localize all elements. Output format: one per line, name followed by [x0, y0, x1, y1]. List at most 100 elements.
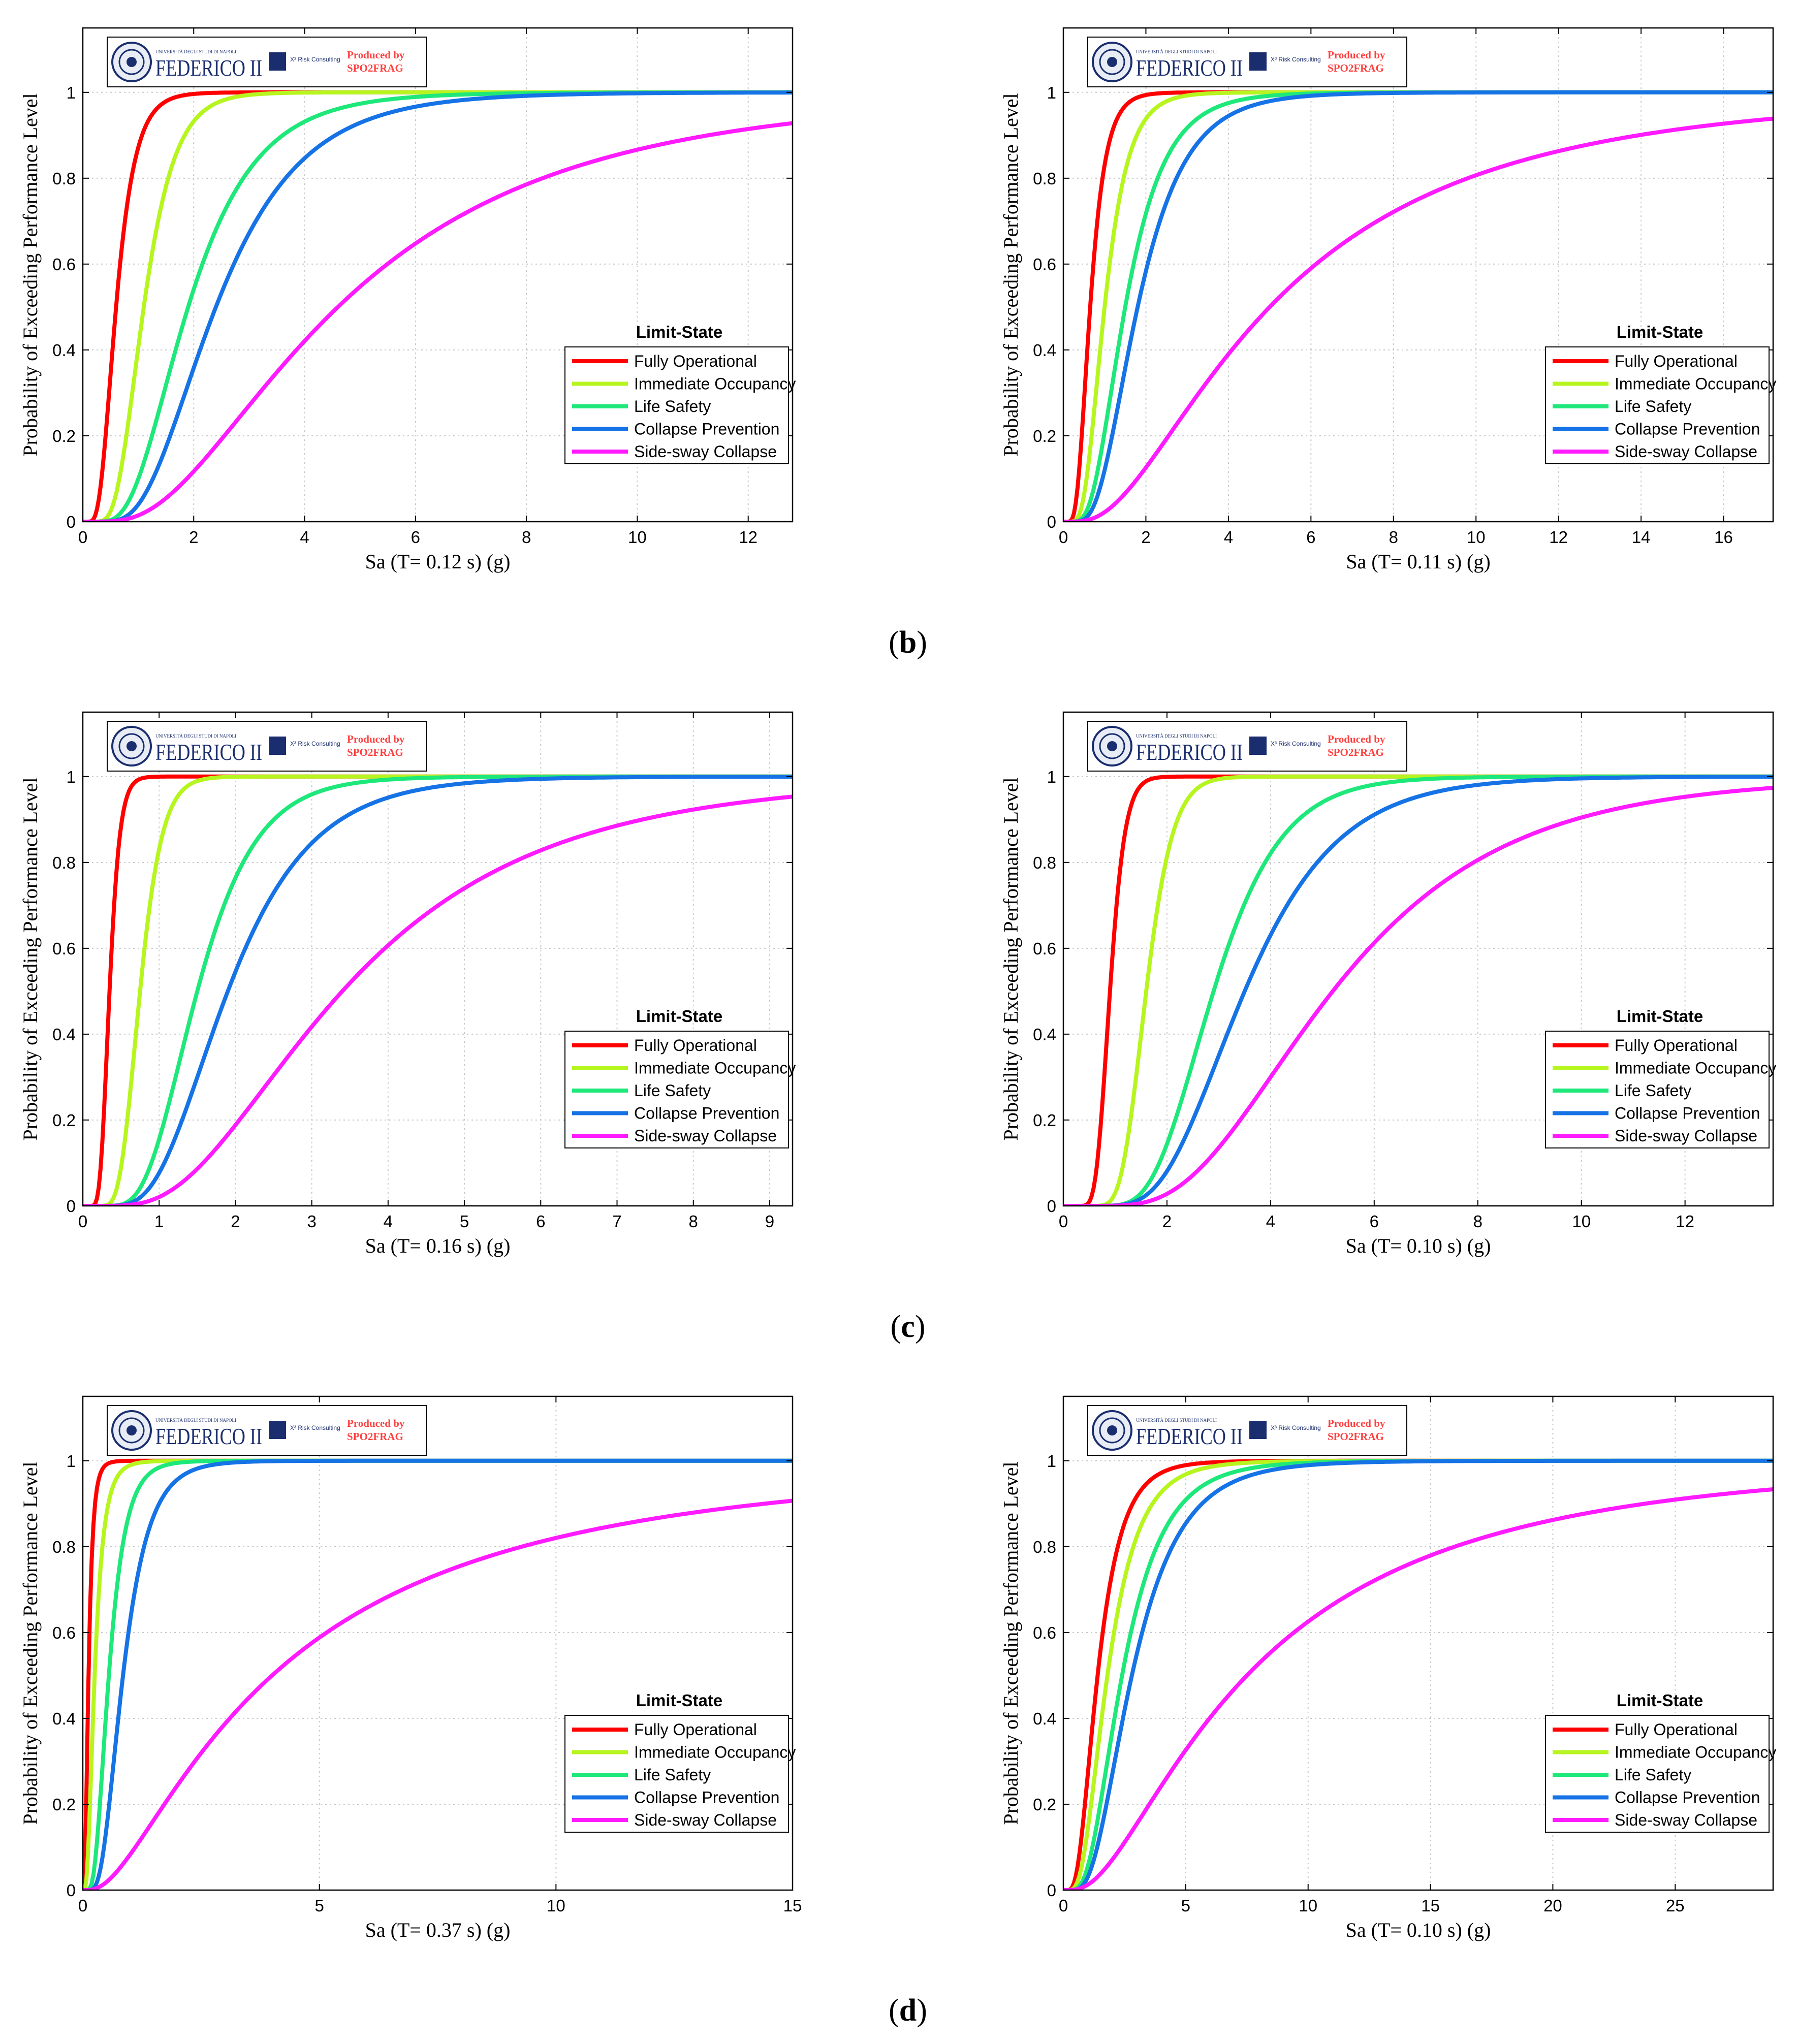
logo-tool-name: SPO2FRAG	[347, 62, 403, 74]
logo-banner: UNIVERSITÀ DEGLI STUDI DI NAPOLIFEDERICO…	[107, 721, 427, 772]
x-tick-label: 4	[300, 528, 309, 547]
y-tick-label: 0.4	[52, 1709, 76, 1728]
logo-frame	[107, 1405, 427, 1456]
x-tick-label: 4	[1224, 528, 1233, 547]
axes-frame	[1062, 711, 1774, 1207]
logo-banner: UNIVERSITÀ DEGLI STUDI DI NAPOLIFEDERICO…	[1087, 1405, 1407, 1456]
x-tick-label: 4	[384, 1212, 393, 1231]
axes-frame	[82, 711, 794, 1207]
logo-frame	[107, 721, 427, 772]
x-tick-label: 10	[1572, 1212, 1591, 1231]
y-axis-label: Probability of Exceeding Performance Lev…	[19, 1461, 42, 1825]
legend: Fully Operational Immediate Occupancy Life…	[1545, 1715, 1776, 1833]
legend-entry: Side-sway Collapse	[634, 442, 777, 461]
curve-side-sway-collapse	[83, 794, 793, 1206]
logo-partner: X³ Risk Consulting	[1271, 56, 1321, 63]
legend-entry: Life Safety	[1615, 397, 1691, 416]
logo-partner: X³ Risk Consulting	[290, 56, 340, 63]
y-tick-label: 0	[1047, 1197, 1056, 1216]
legend-title: Limit-State	[1617, 323, 1704, 341]
logo-partner: X³ Risk Consulting	[290, 1424, 340, 1431]
x-tick-label: 0	[78, 1896, 87, 1915]
x-tick-label: 5	[1181, 1896, 1190, 1915]
x-axis-label: Sa (T= 0.37 s) (g)	[365, 1919, 511, 1941]
x-tick-label: 9	[765, 1212, 774, 1231]
legend-entry: Collapse Prevention	[1615, 1788, 1760, 1807]
axes-frame	[82, 27, 794, 523]
x-tick-label: 4	[1266, 1212, 1275, 1231]
x-tick-label: 6	[1370, 1212, 1379, 1231]
legend: Fully Operational Immediate Occupancy Life…	[1545, 346, 1776, 464]
legend-entry: Life Safety	[634, 1766, 711, 1784]
logo-produced-by: Produced by	[1328, 733, 1385, 745]
x-tick-label: 2	[1162, 1212, 1172, 1231]
x-axis-label: Sa (T= 0.10 s) (g)	[1346, 1919, 1491, 1941]
logo-university-small: UNIVERSITÀ DEGLI STUDI DI NAPOLI	[155, 49, 236, 54]
y-tick-label: 0.4	[1033, 1709, 1056, 1728]
x-tick-label: 10	[628, 528, 647, 547]
curve-collapse-prevention	[1063, 90, 1773, 522]
y-tick-label: 1	[1047, 768, 1056, 786]
curve-side-sway-collapse	[83, 1498, 793, 1890]
y-tick-label: 0.2	[52, 1111, 76, 1130]
y-tick-label: 1	[67, 768, 76, 786]
y-axis-label: Probability of Exceeding Performance Lev…	[999, 93, 1022, 456]
x-tick-label: 7	[612, 1212, 621, 1231]
curve-collapse-prevention	[1063, 775, 1773, 1206]
legend-entry: Life Safety	[634, 397, 711, 416]
y-tick-label: 1	[67, 1452, 76, 1471]
seal-center	[1107, 741, 1117, 751]
x-tick-label: 20	[1543, 1896, 1562, 1915]
partner-logo-icon	[269, 1421, 286, 1439]
legend-entry: Side-sway Collapse	[1615, 442, 1757, 461]
y-tick-label: 0.4	[52, 1025, 76, 1044]
logo-produced-by: Produced by	[347, 49, 405, 61]
x-tick-label: 0	[78, 1212, 87, 1231]
x-tick-label: 1	[154, 1212, 164, 1231]
y-axis-label: Probability of Exceeding Performance Lev…	[19, 93, 42, 456]
legend-entry: Collapse Prevention	[1615, 1104, 1760, 1123]
y-tick-label: 0	[67, 1197, 76, 1216]
x-tick-label: 6	[411, 528, 420, 547]
logo-frame	[1087, 37, 1407, 87]
y-tick-label: 0	[67, 513, 76, 531]
legend-title: Limit-State	[636, 1691, 723, 1710]
logo-university-name: FEDERICO II	[155, 739, 262, 765]
logo-university-small: UNIVERSITÀ DEGLI STUDI DI NAPOLI	[1136, 49, 1217, 54]
y-axis-label: Probability of Exceeding Performance Lev…	[19, 777, 42, 1140]
logo-partner: X³ Risk Consulting	[290, 740, 340, 747]
legend-entry: Immediate Occupancy	[634, 375, 796, 393]
seal-inner-ring	[118, 733, 145, 759]
x-tick-label: 12	[1549, 528, 1568, 547]
x-tick-label: 6	[1306, 528, 1315, 547]
legend-entry: Collapse Prevention	[634, 420, 779, 438]
legend-entry: Side-sway Collapse	[1615, 1127, 1757, 1145]
legend-title: Limit-State	[636, 1007, 723, 1026]
axes-frame	[82, 1395, 794, 1891]
y-tick-label: 0	[1047, 1881, 1056, 1900]
seal-inner-ring	[118, 49, 145, 75]
logo-tool-name: SPO2FRAG	[347, 1430, 403, 1443]
logo-university-name: FEDERICO II	[1136, 55, 1243, 81]
y-tick-label: 0.6	[52, 255, 76, 274]
y-tick-label: 0.8	[1033, 853, 1056, 872]
legend-entry: Fully Operational	[1615, 352, 1738, 370]
logo-tool-name: SPO2FRAG	[1328, 1430, 1384, 1443]
legend-entry: Life Safety	[1615, 1766, 1691, 1784]
x-tick-label: 8	[689, 1212, 698, 1231]
partner-logo-icon	[1249, 737, 1267, 755]
x-tick-label: 10	[547, 1896, 565, 1915]
y-tick-label: 0.2	[1033, 427, 1056, 445]
logo-university-name: FEDERICO II	[1136, 739, 1243, 765]
seal-center	[1107, 57, 1117, 67]
y-tick-label: 0.4	[1033, 1025, 1056, 1044]
y-tick-label: 0.8	[1033, 169, 1056, 188]
seal-inner-ring	[1099, 1417, 1125, 1444]
y-tick-label: 0.8	[52, 169, 76, 188]
legend-entry: Immediate Occupancy	[634, 1059, 796, 1077]
y-tick-label: 0.2	[52, 427, 76, 445]
curve-collapse-prevention	[83, 90, 793, 522]
legend-title: Limit-State	[1617, 1007, 1704, 1026]
logo-produced-by: Produced by	[1328, 49, 1385, 61]
logo-produced-by: Produced by	[347, 733, 405, 745]
